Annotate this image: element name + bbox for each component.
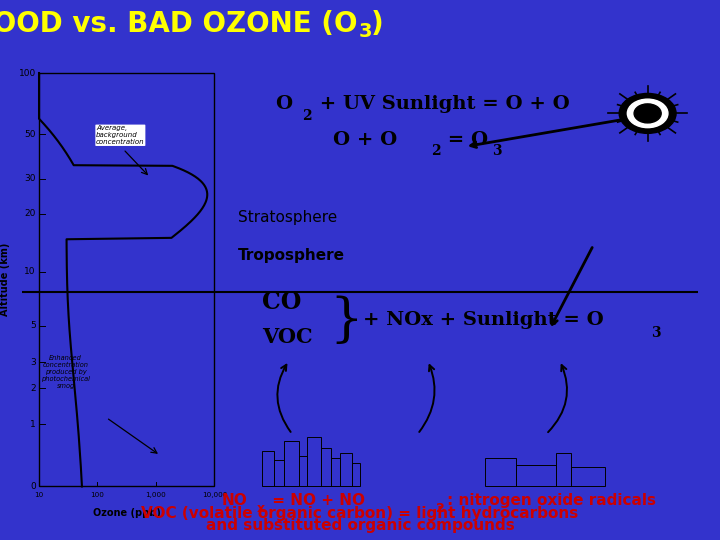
Text: VOC (volatile organic carbon) = light hydrocarbons: VOC (volatile organic carbon) = light hy…	[141, 507, 579, 522]
Text: 100: 100	[90, 492, 104, 498]
Circle shape	[619, 93, 676, 133]
Text: 10: 10	[24, 267, 36, 276]
Bar	[299, 456, 307, 487]
Text: = O: = O	[441, 131, 488, 149]
Bar	[284, 441, 299, 487]
Text: Troposphere: Troposphere	[238, 248, 345, 264]
Bar	[39, 73, 215, 487]
Text: Altitude (km): Altitude (km)	[0, 243, 9, 316]
Text: 5: 5	[30, 321, 36, 330]
Bar	[516, 465, 557, 487]
Text: 0: 0	[30, 482, 36, 491]
Text: 30: 30	[24, 174, 36, 183]
Text: O: O	[275, 95, 292, 113]
Bar	[262, 451, 274, 487]
Text: 1: 1	[30, 420, 36, 429]
Text: 3: 3	[492, 144, 502, 158]
Text: = NO + NO: = NO + NO	[267, 493, 365, 508]
Bar	[340, 453, 352, 487]
Bar	[352, 463, 360, 487]
Text: and substituted organic compounds: and substituted organic compounds	[206, 518, 514, 533]
Text: Enhanced
concentration
produced by
photochemical
smog: Enhanced concentration produced by photo…	[41, 355, 90, 389]
Text: ): )	[371, 10, 384, 38]
Text: 3: 3	[359, 22, 372, 41]
Text: VOC: VOC	[262, 327, 312, 347]
Text: + UV Sunlight = O + O: + UV Sunlight = O + O	[312, 95, 570, 113]
Text: 2: 2	[30, 383, 36, 393]
Bar	[307, 436, 320, 487]
Text: Ozone (ppb): Ozone (ppb)	[93, 508, 161, 518]
Text: 50: 50	[24, 130, 36, 139]
Text: NO: NO	[221, 493, 247, 508]
Text: CO: CO	[262, 290, 301, 314]
Text: 2: 2	[431, 144, 441, 158]
Circle shape	[627, 99, 668, 127]
Text: x: x	[257, 502, 265, 515]
Bar	[320, 448, 331, 487]
Text: GOOD vs. BAD OZONE (O: GOOD vs. BAD OZONE (O	[0, 10, 358, 38]
Text: 3: 3	[30, 357, 36, 367]
Text: 100: 100	[19, 69, 36, 78]
Text: 20: 20	[24, 209, 36, 218]
Text: 3: 3	[651, 326, 661, 340]
Text: 2: 2	[436, 502, 445, 515]
Text: 1,000: 1,000	[145, 492, 166, 498]
Text: }: }	[330, 295, 363, 346]
Text: O + O: O + O	[333, 131, 397, 149]
Text: + NOx + Sunlight = O: + NOx + Sunlight = O	[364, 311, 604, 329]
Circle shape	[634, 104, 661, 123]
Bar	[571, 468, 605, 487]
Bar	[274, 460, 284, 487]
Text: 10: 10	[34, 492, 43, 498]
Text: 2: 2	[302, 109, 312, 123]
Text: : nitrogen oxide radicals: : nitrogen oxide radicals	[446, 493, 656, 508]
Text: 10,000: 10,000	[202, 492, 228, 498]
Text: Average,
background
concentration: Average, background concentration	[96, 125, 145, 145]
Text: Stratosphere: Stratosphere	[238, 211, 338, 225]
Bar	[331, 458, 340, 487]
Bar	[557, 453, 571, 487]
Bar	[485, 458, 516, 487]
